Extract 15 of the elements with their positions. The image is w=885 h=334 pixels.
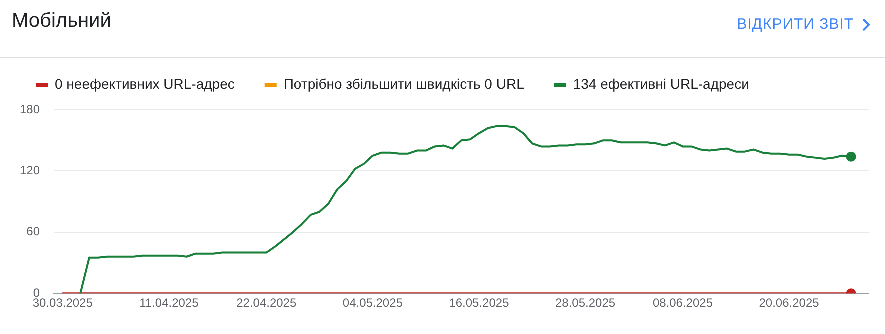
legend-label: 134 ефективні URL-адреси bbox=[573, 76, 750, 92]
x-tick-label: 11.04.2025 bbox=[140, 296, 200, 310]
text: ВІДКРИТИ ЗВІТ bbox=[737, 16, 854, 33]
x-tick-label: 20.06.2025 bbox=[759, 296, 820, 310]
x-tick-label: 04.05.2025 bbox=[342, 296, 404, 310]
x-tick-label: 22.04.2025 bbox=[236, 296, 297, 310]
y-tick-label: 180 bbox=[20, 102, 40, 116]
y-tick-label: 60 bbox=[26, 224, 40, 239]
legend-label: Потрібно збільшити швидкість 0 URL bbox=[284, 76, 525, 92]
x-tick-label: 08.06.2025 bbox=[652, 296, 714, 310]
x-tick-label: 16.05.2025 bbox=[449, 296, 510, 310]
chart-title: Мобільний bbox=[12, 10, 112, 33]
y-tick-label: 120 bbox=[20, 164, 40, 178]
x-tick-label: 28.05.2025 bbox=[556, 296, 616, 310]
legend-label: 0 неефективних URL-адрес bbox=[55, 76, 235, 92]
